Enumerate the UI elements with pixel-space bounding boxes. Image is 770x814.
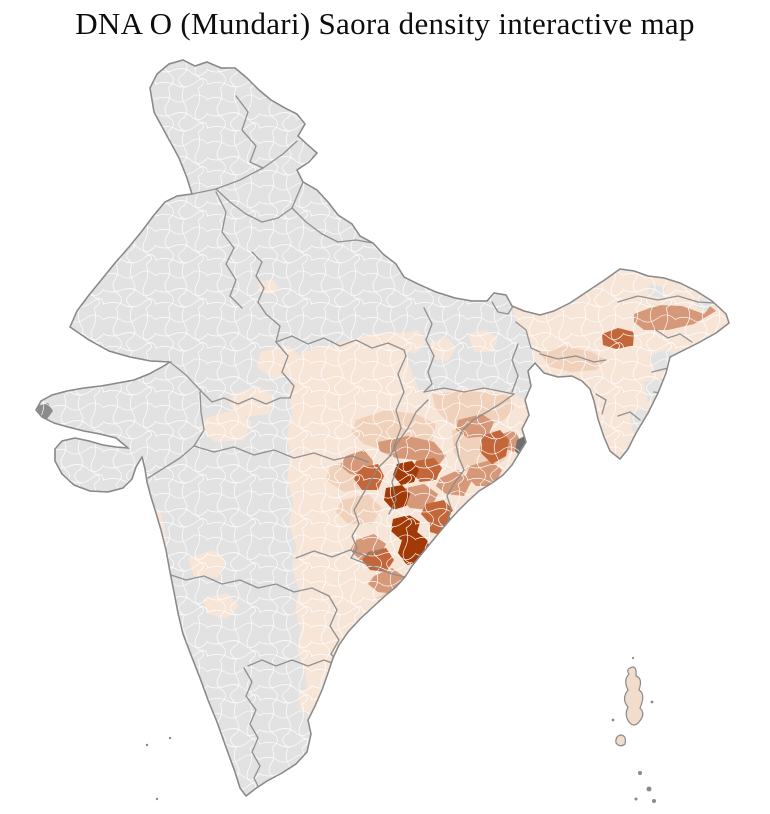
border-tripura xyxy=(595,393,607,415)
border-karnataka-andhra xyxy=(328,595,341,667)
lakshadweep-island[interactable] xyxy=(168,736,172,740)
border-mp-maharashtra xyxy=(193,445,369,463)
border-sikkim xyxy=(491,301,514,315)
andaman-islet[interactable] xyxy=(631,656,635,660)
islands[interactable] xyxy=(145,656,656,803)
border-bengal-assam-corridor xyxy=(515,321,541,353)
border-odisha-andhra xyxy=(350,557,406,578)
border-punjab-haryana xyxy=(215,191,235,249)
border-bihar-jharkhand xyxy=(423,387,515,395)
nicobar-island[interactable] xyxy=(652,799,656,803)
border-jk-south xyxy=(191,140,298,195)
border-haryana-up xyxy=(251,251,267,315)
border-up-mp xyxy=(275,335,407,357)
state-borders xyxy=(147,95,715,789)
nicobar-island[interactable] xyxy=(634,797,638,801)
border-assam-arunachal xyxy=(617,295,715,304)
lakshadweep-island[interactable] xyxy=(155,797,159,801)
border-haryana-rajasthan xyxy=(225,247,243,309)
border-rajasthan-south xyxy=(169,361,291,405)
border-rajasthan-east xyxy=(265,313,295,399)
little-andaman-island[interactable] xyxy=(615,734,627,747)
border-kerala-tamilnadu xyxy=(243,667,261,789)
border-mp-chhattisgarh xyxy=(388,355,407,515)
border-telangana-andhra xyxy=(295,548,383,559)
andaman-islet[interactable] xyxy=(650,700,654,704)
border-assam-nagaland xyxy=(655,329,693,343)
border-odisha-chhattisgarh xyxy=(350,399,429,559)
lakshadweep-island[interactable] xyxy=(145,743,149,747)
border-mizoram xyxy=(617,411,641,421)
border-bengal-odisha xyxy=(446,469,465,522)
andaman-islands[interactable] xyxy=(623,666,644,726)
border-up-bihar xyxy=(423,307,435,393)
nicobar-island[interactable] xyxy=(646,786,652,792)
border-kashmir-ladakh xyxy=(235,95,264,169)
nicobar-island[interactable] xyxy=(638,771,642,775)
border-uttarakhand xyxy=(291,207,374,244)
border-meghalaya xyxy=(539,353,607,363)
border-maharashtra-karnataka xyxy=(167,573,330,597)
border-bihar-bengal xyxy=(511,343,519,393)
border-tamilnadu-andhra xyxy=(247,659,341,667)
andaman-islet[interactable] xyxy=(611,718,615,722)
map-title: DNA O (Mundari) Saora density interactiv… xyxy=(75,6,695,41)
border-jharkhand-bengal xyxy=(455,393,515,471)
